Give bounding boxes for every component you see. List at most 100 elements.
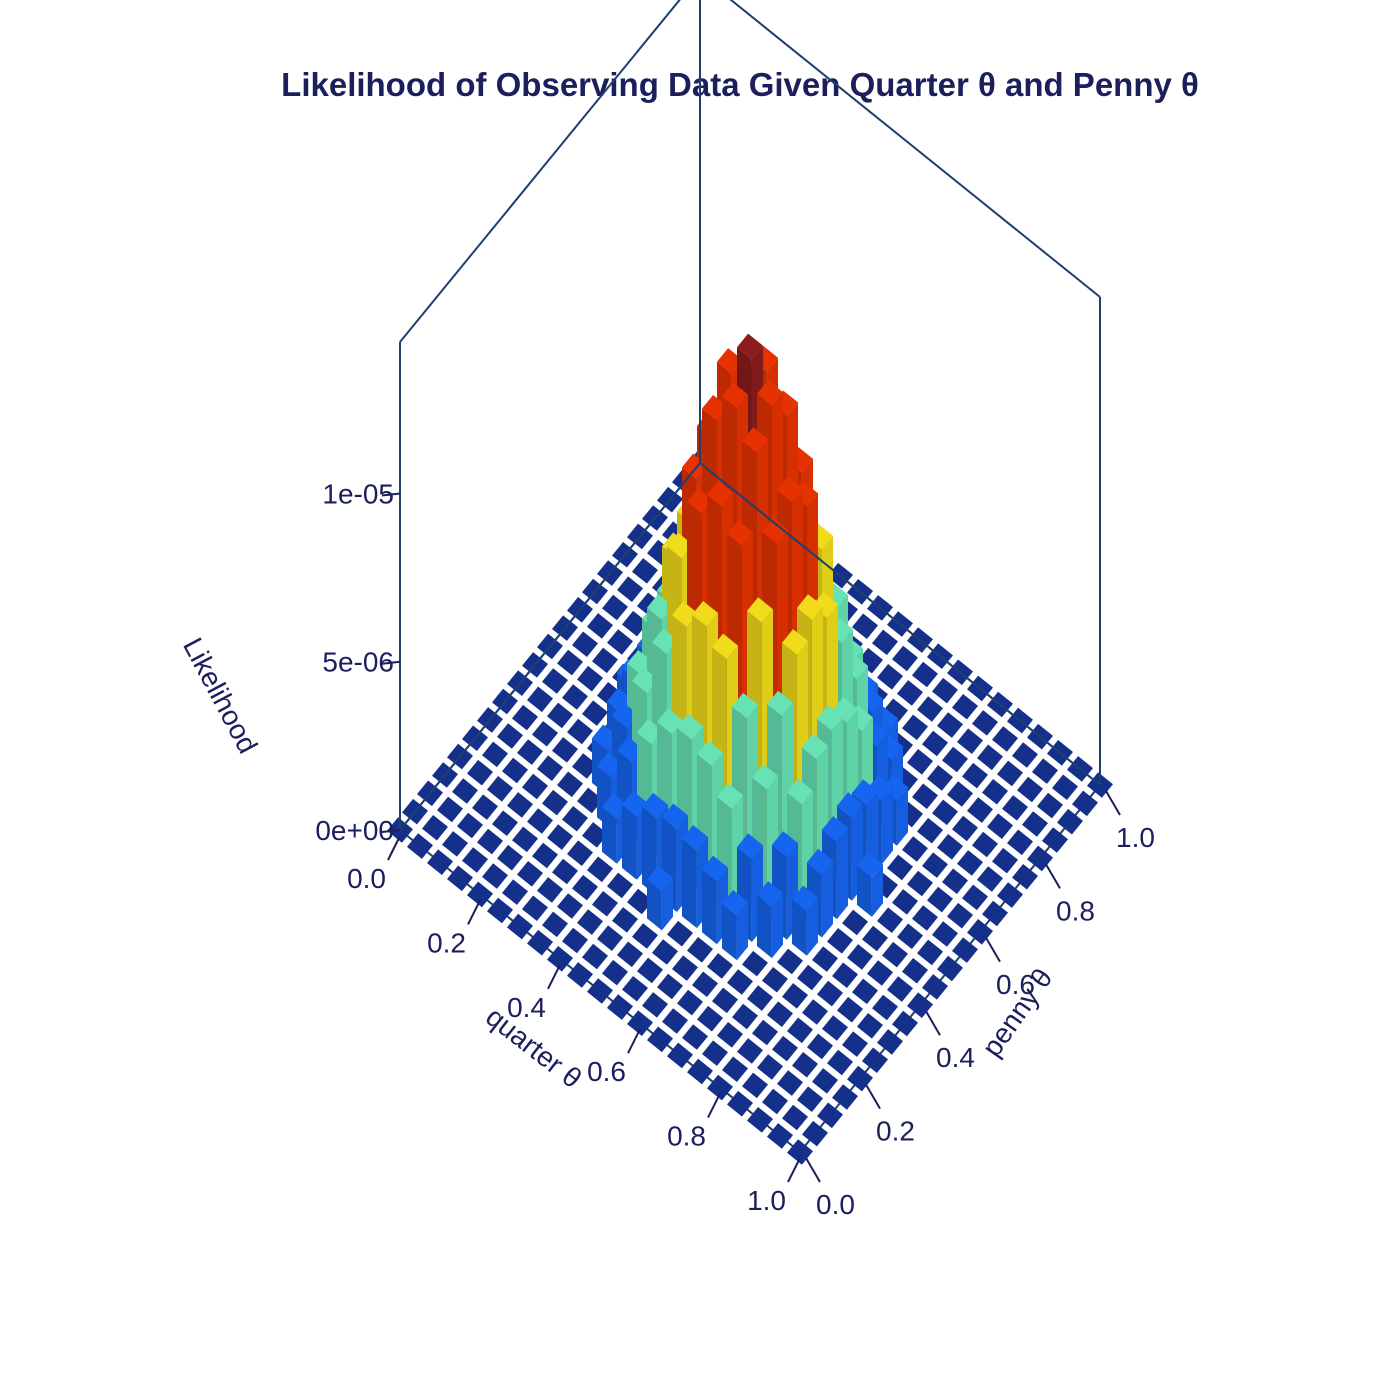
bar-top — [822, 816, 848, 842]
bar-top — [837, 792, 863, 818]
bar-top — [767, 690, 793, 717]
base-cell — [907, 870, 933, 897]
bar-q18-p17 — [1002, 795, 1028, 821]
bar-q17-p9 — [862, 925, 888, 952]
base-cell — [462, 847, 488, 873]
bar-top — [802, 733, 828, 760]
x-tick-label: 1.0 — [747, 1185, 786, 1216]
bar-top — [642, 792, 668, 819]
chart-title: Likelihood of Observing Data Given Quart… — [281, 66, 1199, 103]
bar-q1-p4 — [467, 759, 493, 786]
x-tick-mark — [627, 1028, 641, 1054]
base-cell — [612, 907, 638, 933]
bar-face-right — [896, 787, 908, 846]
bar-q14-p19 — [952, 694, 978, 720]
base-cell — [502, 757, 528, 784]
base-cell — [552, 737, 578, 763]
base-cell — [937, 955, 963, 982]
bar-top — [662, 803, 688, 829]
base-cell — [607, 872, 633, 899]
bar-q19-p9 — [902, 958, 928, 984]
bar-q11-p3 — [652, 939, 678, 965]
bar-q11-p2 — [637, 957, 663, 984]
bar-q2-p6 — [517, 739, 543, 765]
bar-q18-p4 — [807, 1033, 833, 1060]
bar-q14-p4 — [727, 969, 753, 995]
x-tick-mark — [707, 1093, 721, 1119]
bar-q20-p3 — [832, 1084, 858, 1110]
bar-q5-p5 — [562, 806, 588, 832]
base-cell — [422, 815, 448, 841]
bar-q18-p19 — [1032, 758, 1058, 784]
base-cell — [992, 726, 1018, 752]
base-cell — [522, 895, 548, 921]
base-cell — [697, 1005, 723, 1032]
bar-q19-p14 — [977, 866, 1003, 892]
base-cell — [927, 765, 953, 791]
base-cell — [527, 686, 553, 713]
bar-q19-p3 — [812, 1068, 838, 1094]
base-cell — [437, 796, 463, 823]
bar-q2-p10 — [577, 665, 603, 692]
base-cell — [877, 907, 903, 933]
bar-q16-p6 — [797, 964, 823, 991]
z-tick-mark — [381, 492, 401, 497]
bar-top — [752, 763, 778, 790]
bar-q6-p2 — [537, 877, 563, 903]
base-cell — [762, 1088, 788, 1115]
base-cell — [647, 1026, 673, 1053]
bar-q15-p3 — [732, 1003, 758, 1030]
bar-top — [597, 752, 623, 778]
bar-top — [797, 594, 823, 620]
base-cell — [797, 964, 823, 991]
bar-top — [782, 629, 808, 655]
bar-top — [612, 702, 638, 728]
base-cell — [872, 629, 898, 656]
bar-top — [772, 831, 798, 857]
bar-q10-p2 — [617, 941, 643, 968]
bars-layer — [387, 333, 1113, 1165]
bar-q19-p8 — [887, 976, 913, 1002]
bar-q2-p13 — [622, 610, 648, 637]
bar-q9-p3 — [612, 907, 638, 933]
bar-q1-p3 — [452, 778, 478, 804]
base-cell — [537, 755, 563, 781]
bar-q16-p12 — [887, 854, 913, 881]
bar-q17-p10 — [877, 907, 903, 933]
x-tick-mark — [467, 899, 481, 925]
base-cell — [702, 1040, 728, 1066]
bar-top — [757, 380, 783, 406]
base-cell — [952, 694, 978, 720]
bar-q17-p5 — [802, 999, 828, 1025]
bar-q9-p0 — [567, 962, 593, 988]
base-cell — [742, 950, 768, 977]
base-cell — [687, 937, 713, 963]
box-floor-right — [699, 462, 1101, 786]
base-cell — [707, 1074, 733, 1101]
bar-face-right — [881, 787, 893, 865]
bar-q16-p7 — [812, 946, 838, 972]
base-cell — [727, 1090, 753, 1117]
bar-q1-p11 — [572, 631, 598, 657]
base-cell — [737, 1038, 763, 1064]
base-cell — [932, 799, 958, 826]
y-tick-mark — [1105, 790, 1121, 816]
bar-q19-p4 — [827, 1049, 853, 1076]
base-cell — [627, 888, 653, 915]
bar-q13-p2 — [677, 989, 703, 1016]
bar-q5-p6 — [577, 787, 603, 814]
bar-face-right — [661, 877, 673, 931]
bar-q7-p0 — [527, 929, 553, 956]
bar-top — [852, 779, 878, 805]
bar-top — [672, 601, 698, 627]
base-cell — [812, 1068, 838, 1094]
y-tick-mark — [865, 1084, 881, 1110]
base-cell — [467, 881, 493, 908]
base-cell — [597, 925, 623, 951]
base-cell — [662, 1008, 688, 1034]
bar-q15-p5 — [762, 967, 788, 993]
bar-q16-p18 — [977, 744, 1003, 771]
base-cell — [842, 909, 868, 936]
bar-top — [617, 736, 643, 763]
base-cell — [917, 939, 943, 966]
